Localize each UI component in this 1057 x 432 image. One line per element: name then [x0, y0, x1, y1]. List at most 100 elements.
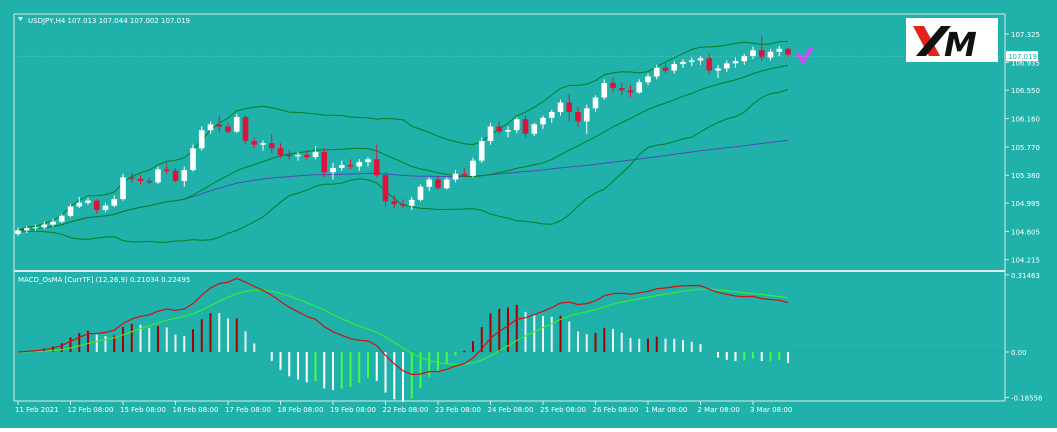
candle-body — [233, 117, 240, 132]
price-tick-label: 104.215 — [1011, 257, 1040, 265]
logo-text: M — [944, 25, 977, 64]
candle-body — [41, 224, 48, 228]
candle-body — [295, 154, 301, 157]
time-tick-label: 12 Feb 08:00 — [68, 406, 114, 414]
time-tick-label: 25 Feb 08:00 — [540, 406, 586, 414]
macd-tick-label: 0.00 — [1011, 349, 1027, 357]
candle-body — [715, 68, 721, 71]
candle-body — [662, 67, 669, 71]
price-tick-label: 104.605 — [1011, 228, 1040, 236]
candle-body — [400, 204, 406, 206]
candle-body — [330, 167, 336, 173]
candle-body — [408, 199, 415, 206]
candle-body — [198, 130, 205, 149]
price-axis: 107.325 106.935 106.550 106.160 105.770 105.3… — [1005, 31, 1040, 265]
candle-body — [583, 108, 590, 122]
candle-body — [548, 112, 555, 118]
candle-body — [50, 221, 56, 225]
collapse-triangle-icon[interactable] — [18, 17, 23, 21]
candle-body — [443, 179, 450, 189]
candle-body — [618, 88, 625, 91]
time-tick-label: 1 Mar 08:00 — [645, 406, 687, 414]
candle-body — [163, 169, 170, 171]
candle-body — [268, 143, 275, 149]
macd-panel — [17, 277, 1005, 402]
candle-body — [723, 63, 730, 69]
candle-body — [688, 60, 695, 62]
candle-body — [478, 141, 485, 161]
candle-body — [601, 82, 608, 98]
candle-body — [540, 117, 546, 125]
candle-body — [146, 180, 153, 183]
current-price-box — [1006, 51, 1038, 62]
logo-x-black-stroke — [916, 26, 951, 56]
candle-body — [85, 200, 91, 203]
price-tick-label: 107.325 — [1011, 31, 1040, 39]
candle-body — [522, 119, 529, 134]
time-tick-label: 16 Feb 08:00 — [173, 406, 219, 414]
candle-body — [347, 165, 354, 167]
candle-body — [732, 61, 739, 64]
time-tick-label: 23 Feb 08:00 — [435, 406, 481, 414]
bollinger-upper-band — [17, 40, 789, 231]
candle-body — [785, 48, 791, 55]
time-tick-label: 19 Feb 08:00 — [330, 406, 376, 414]
candle-body — [58, 215, 65, 222]
xm-logo: M — [906, 18, 998, 64]
candle-body — [102, 205, 109, 211]
candle-body — [767, 51, 774, 58]
candle-body — [277, 148, 284, 155]
candle-body — [671, 64, 678, 71]
time-tick-label: 24 Feb 08:00 — [488, 406, 534, 414]
candle-body — [190, 148, 196, 171]
candle-body — [758, 50, 765, 58]
candle-body — [592, 97, 599, 109]
candle-body — [426, 179, 433, 187]
time-tick-label: 26 Feb 08:00 — [593, 406, 639, 414]
price-panel — [15, 35, 1005, 243]
price-tick-label: 106.160 — [1011, 116, 1040, 124]
symbol-header: USDJPY,H4 107.013 107.044 107.002 107.01… — [28, 17, 190, 25]
logo-x-red-stroke — [913, 26, 940, 56]
candle-body — [627, 90, 634, 93]
time-tick-label: 2 Mar 08:00 — [698, 406, 740, 414]
time-tick-label: 18 Feb 08:00 — [278, 406, 324, 414]
macd-title: MACD_OsMA [CurrTF] (12,26,9) 0.21034 0.2… — [18, 276, 190, 284]
candle-body — [321, 151, 328, 173]
candle-body — [575, 112, 581, 122]
candle-body — [505, 130, 511, 132]
candle-body — [15, 230, 21, 234]
time-tick-label: 11 Feb 2021 — [15, 406, 59, 414]
candle-body — [207, 124, 214, 131]
candle-body — [76, 202, 83, 207]
candle-body — [67, 206, 74, 216]
macd-tick-label: 0.31463 — [1011, 272, 1040, 280]
current-price-label: 107.019 — [1006, 51, 1038, 62]
candle-body — [242, 117, 249, 142]
price-tick-label: 104.995 — [1011, 200, 1040, 208]
candle-body — [513, 119, 520, 131]
time-tick-label: 15 Feb 08:00 — [120, 406, 166, 414]
macd-main-line — [17, 277, 789, 376]
candle-body — [706, 58, 713, 71]
candle-body — [531, 124, 538, 134]
macd-signal-line — [17, 288, 789, 365]
candle-body — [356, 162, 363, 167]
candle-body — [172, 170, 179, 181]
candle-body — [260, 143, 266, 145]
candle-body — [610, 82, 616, 89]
candle-body — [435, 179, 441, 189]
candle-body — [251, 141, 258, 145]
candle-body — [303, 154, 310, 158]
candle-body — [496, 126, 503, 132]
candle-body — [120, 177, 126, 200]
price-tick-label: 106.550 — [1011, 87, 1040, 95]
candle-body — [225, 126, 231, 132]
macd-tick-label: -0.18556 — [1011, 394, 1043, 402]
time-tick-label: 17 Feb 08:00 — [225, 406, 271, 414]
candle-body — [487, 126, 494, 142]
candle-body — [111, 199, 118, 206]
